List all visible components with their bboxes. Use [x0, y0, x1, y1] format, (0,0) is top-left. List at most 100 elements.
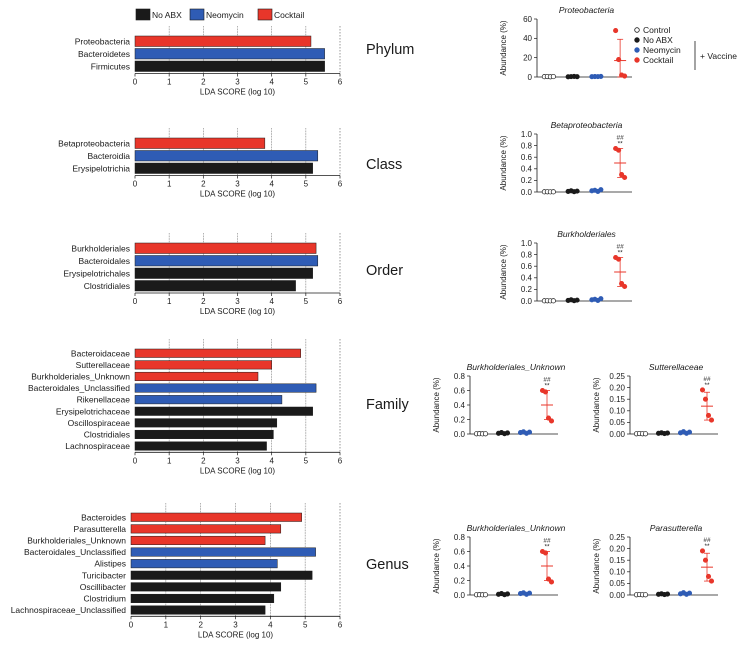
lda-bar — [134, 162, 313, 174]
y-axis-label: Abundance (%) — [432, 538, 441, 593]
y-tick-label: 0.8 — [454, 372, 466, 381]
data-point — [482, 431, 489, 437]
data-point — [548, 579, 555, 585]
lda-bar-label: Rikenellaceae — [77, 395, 131, 405]
y-tick-label: 0.15 — [609, 395, 625, 404]
x-axis-label: LDA SCORE (log 10) — [198, 630, 273, 639]
y-tick-label: 0.4 — [521, 165, 533, 174]
x-tick-label: 6 — [338, 78, 343, 87]
y-tick-label: 1.0 — [521, 130, 533, 139]
lda-bar — [134, 360, 272, 370]
lda-bar — [130, 582, 282, 592]
lda-bar-label: Bacteroidaceae — [71, 348, 130, 358]
lda-bar — [134, 348, 301, 358]
y-tick-label: 0.00 — [609, 430, 625, 439]
lda-bar-label: Parasutterella — [74, 524, 127, 534]
y-axis-label: Abundance (%) — [592, 377, 601, 432]
x-tick-label: 4 — [268, 620, 273, 629]
data-point — [622, 174, 628, 181]
y-tick-label: 0.15 — [609, 556, 625, 565]
abundance-chart: Burkholderiales_Unknown 0.0 0.2 0.4 0.6 0.8 Ab… — [432, 523, 566, 600]
lda-bar-label: Betaproteobacteria — [58, 138, 130, 148]
level-title: Family — [366, 397, 409, 413]
y-tick-label: 0.20 — [609, 383, 625, 392]
lda-bar — [130, 512, 302, 522]
data-point — [504, 591, 511, 597]
lda-bar — [134, 137, 266, 149]
lda-bar — [134, 60, 325, 72]
legend-label: Cocktail — [274, 10, 304, 20]
y-tick-label: 40 — [523, 34, 532, 43]
x-tick-label: 1 — [167, 297, 172, 306]
abundance-title: Burkholderiales_Unknown — [467, 523, 566, 533]
dot-legend-marker — [634, 47, 640, 53]
abundance-title: Proteobacteria — [559, 5, 615, 15]
lda-bar-label: Bacteroidales_Unclassified — [28, 383, 130, 393]
x-tick-label: 4 — [269, 78, 274, 87]
x-axis-label: LDA SCORE (log 10) — [200, 466, 275, 475]
abundance-title: Sutterellaceae — [649, 362, 704, 372]
data-point — [664, 430, 671, 436]
significance-mark: ** — [704, 543, 710, 550]
lda-bar — [134, 242, 317, 254]
legend-item: Neomycin — [189, 8, 244, 21]
y-tick-label: 0 — [528, 73, 533, 82]
lda-bar-label: Alistipes — [94, 559, 126, 569]
y-tick-label: 0.20 — [609, 544, 625, 553]
significance-mark: ## — [703, 376, 711, 383]
x-axis-label: LDA SCORE (log 10) — [200, 88, 275, 97]
lda-bar — [134, 280, 296, 292]
lda-bar-label: Proteobacteria — [75, 36, 131, 46]
legend-swatch — [189, 8, 205, 21]
x-tick-label: 1 — [164, 620, 169, 629]
significance-mark: ## — [543, 377, 551, 384]
data-point — [598, 187, 604, 193]
data-point — [550, 298, 556, 304]
dot-legend-marker — [634, 27, 640, 33]
y-tick-label: 0.10 — [609, 407, 625, 416]
y-axis-label: Abundance (%) — [499, 244, 508, 299]
lda-bar — [134, 406, 313, 416]
x-tick-label: 6 — [338, 620, 343, 629]
y-tick-label: 0.6 — [454, 547, 466, 556]
abundance-chart: Proteobacteria 0 20 40 60 Abundance (%) — [499, 5, 632, 82]
y-tick-label: 0.10 — [609, 568, 625, 577]
lda-bar — [130, 605, 266, 615]
x-axis-label: LDA SCORE (log 10) — [200, 307, 275, 316]
x-tick-label: 6 — [338, 456, 343, 465]
significance-mark: ** — [544, 383, 550, 390]
significance-mark: ** — [544, 544, 550, 551]
lda-bar-label: Burkholderiales_Unknown — [27, 535, 126, 545]
lda-bar-label: Oscillospiraceae — [68, 418, 131, 428]
lda-bar-label: Lachnospiraceae_Unclassified — [11, 605, 127, 615]
x-tick-label: 1 — [167, 180, 172, 189]
y-axis-label: Abundance (%) — [499, 20, 508, 75]
lda-bar-label: Erysipelotrichales — [63, 268, 130, 278]
lda-bar — [130, 559, 278, 569]
significance-mark: ** — [618, 141, 624, 148]
y-tick-label: 0.05 — [609, 579, 625, 588]
significance-mark: ## — [617, 135, 625, 142]
y-tick-label: 0.8 — [521, 250, 533, 259]
lda-bar-label: Bacteroides — [81, 512, 126, 522]
abundance-chart: Parasutterella 0.00 0.05 0.10 0.15 0.20 0.25 Ab… — [592, 523, 718, 600]
lda-bar-label: Sutterellaceae — [76, 360, 131, 370]
y-tick-label: 0.2 — [454, 415, 466, 424]
lda-bar — [130, 547, 316, 557]
dot-legend-label: No ABX — [643, 35, 673, 45]
dot-legend-marker — [634, 57, 640, 63]
abundance-chart: Burkholderiales_Unknown 0.0 0.2 0.4 0.6 0.8 Ab… — [432, 362, 566, 439]
x-tick-label: 1 — [167, 78, 172, 87]
significance-mark: ## — [543, 538, 551, 545]
lda-bar-label: Erysipelotrichia — [72, 163, 130, 173]
significance-mark: ## — [617, 244, 625, 251]
x-tick-label: 5 — [303, 620, 308, 629]
data-point — [664, 591, 671, 597]
lda-bar — [134, 150, 319, 162]
data-point — [598, 296, 604, 302]
y-tick-label: 0.4 — [521, 274, 533, 283]
x-tick-label: 2 — [198, 620, 203, 629]
group-legend: No ABX Neomycin Cocktail — [135, 8, 304, 21]
